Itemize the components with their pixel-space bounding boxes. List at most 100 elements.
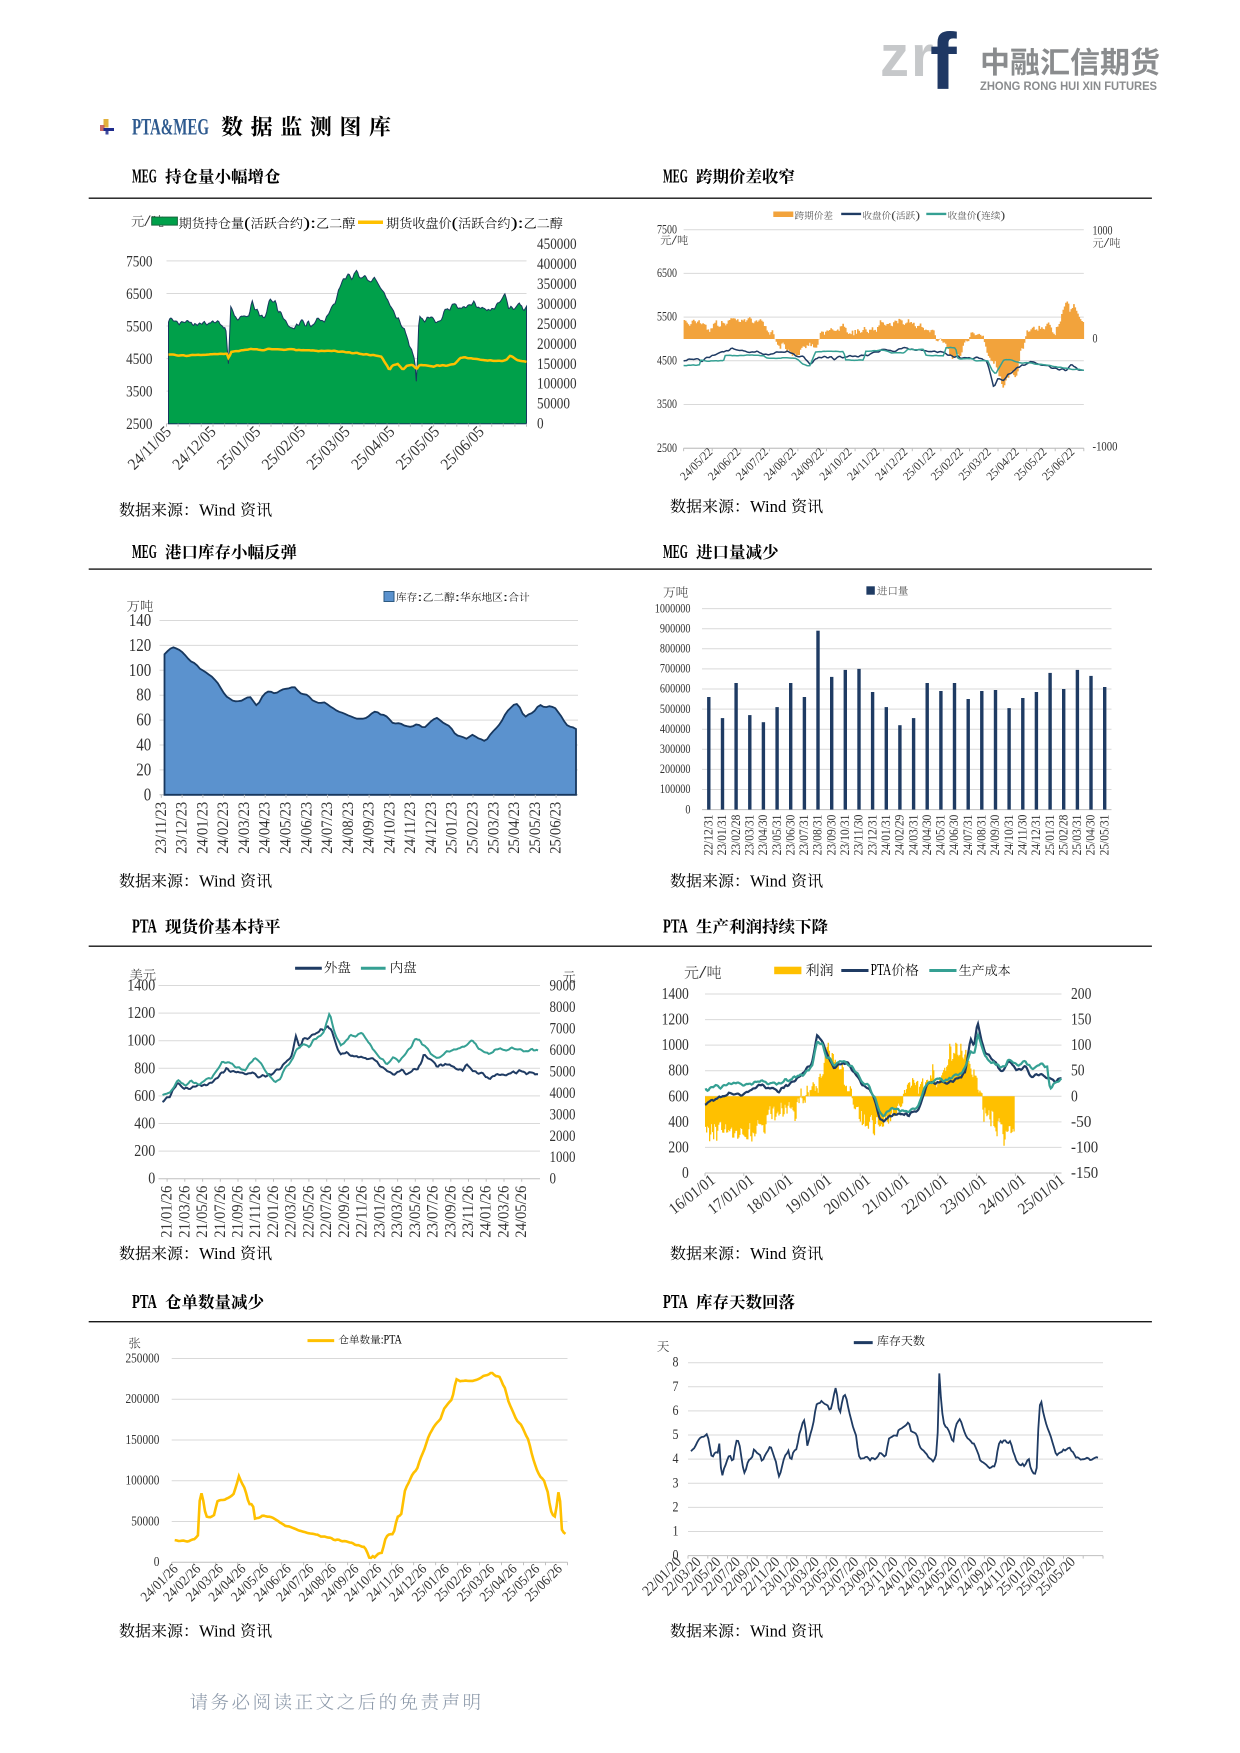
- svg-text:23/04/30: 23/04/30: [756, 815, 770, 856]
- svg-text:23/12/31: 23/12/31: [865, 815, 879, 856]
- svg-text:Wind: Wind: [750, 497, 787, 516]
- svg-text:(: (: [452, 215, 459, 232]
- svg-text:-100: -100: [1071, 1137, 1098, 1156]
- svg-text:Wind: Wind: [750, 872, 787, 891]
- svg-text:200: 200: [668, 1137, 688, 1156]
- svg-text:9000: 9000: [550, 978, 576, 995]
- svg-text:0: 0: [673, 1548, 679, 1564]
- svg-text:PTA&MEG: PTA&MEG: [132, 115, 209, 141]
- svg-text:50000: 50000: [537, 396, 570, 413]
- svg-text:6: 6: [673, 1403, 679, 1419]
- svg-text:23/07/26: 23/07/26: [425, 1186, 442, 1238]
- svg-text:120: 120: [129, 635, 152, 655]
- svg-text:8000: 8000: [550, 999, 576, 1016]
- svg-text:200: 200: [1071, 984, 1091, 1003]
- svg-text:23/02/28: 23/02/28: [729, 815, 743, 856]
- svg-text:/: /: [699, 962, 708, 982]
- svg-text:24/09/30: 24/09/30: [988, 815, 1002, 856]
- svg-text:MEG: MEG: [663, 166, 688, 188]
- svg-text:21/03/26: 21/03/26: [176, 1186, 193, 1238]
- svg-text:50: 50: [1071, 1061, 1085, 1080]
- svg-text:25/03/23: 25/03/23: [485, 802, 502, 854]
- svg-text:300000: 300000: [660, 742, 691, 756]
- svg-text:21/05/26: 21/05/26: [194, 1186, 211, 1238]
- svg-text:25/02/28: 25/02/28: [1056, 815, 1070, 856]
- svg-text:600: 600: [668, 1086, 688, 1105]
- svg-text:1000: 1000: [550, 1149, 576, 1166]
- svg-text:):: ):: [511, 215, 524, 232]
- svg-text:900000: 900000: [660, 621, 691, 635]
- svg-text:23/03/26: 23/03/26: [389, 1186, 406, 1238]
- svg-text:1: 1: [673, 1524, 679, 1540]
- svg-text:0: 0: [1093, 332, 1098, 346]
- svg-text:-150: -150: [1071, 1163, 1098, 1182]
- svg-text:7: 7: [673, 1379, 679, 1395]
- svg-text:24/09/23: 24/09/23: [361, 802, 378, 854]
- svg-text:24/11/30: 24/11/30: [1016, 815, 1030, 856]
- svg-text:-1000: -1000: [1093, 440, 1118, 454]
- svg-text:24/02/29: 24/02/29: [893, 815, 907, 856]
- svg-text:0: 0: [1071, 1086, 1078, 1105]
- svg-text::PTA: :PTA: [381, 1332, 403, 1347]
- svg-text:2000: 2000: [550, 1128, 576, 1145]
- svg-text:23/09/26: 23/09/26: [442, 1186, 459, 1238]
- svg-text:7000: 7000: [550, 1020, 576, 1037]
- svg-text:140: 140: [129, 610, 152, 630]
- svg-text:25/06/23: 25/06/23: [548, 802, 565, 854]
- svg-text:400000: 400000: [660, 722, 691, 736]
- svg-text:/: /: [671, 232, 677, 247]
- svg-text:6500: 6500: [657, 266, 677, 280]
- svg-text:24/07/23: 24/07/23: [319, 802, 336, 854]
- svg-text:23/01/31: 23/01/31: [715, 815, 729, 856]
- svg-text:150000: 150000: [126, 1432, 160, 1447]
- svg-text:PTA: PTA: [663, 916, 688, 938]
- svg-text:ZHONG RONG HUI XIN FUTURES: ZHONG RONG HUI XIN FUTURES: [980, 79, 1157, 93]
- svg-text:600: 600: [134, 1086, 155, 1105]
- svg-text:800000: 800000: [660, 642, 691, 656]
- svg-text:700000: 700000: [660, 662, 691, 676]
- svg-text:1400: 1400: [127, 976, 155, 995]
- svg-text:): ): [915, 209, 920, 222]
- svg-text:23/11/23: 23/11/23: [153, 802, 170, 854]
- svg-text:23/10/31: 23/10/31: [838, 815, 852, 856]
- svg-text:24/03/23: 24/03/23: [236, 802, 253, 854]
- svg-text:24/04/23: 24/04/23: [257, 802, 274, 854]
- svg-text:3500: 3500: [657, 397, 677, 411]
- svg-text:23/05/31: 23/05/31: [770, 815, 784, 856]
- svg-text:24/07/31: 24/07/31: [961, 815, 975, 856]
- svg-text:6000: 6000: [550, 1042, 576, 1059]
- svg-text:25/02/23: 25/02/23: [465, 802, 482, 854]
- svg-text:22/07/26: 22/07/26: [318, 1186, 335, 1238]
- svg-text:7500: 7500: [126, 253, 152, 270]
- svg-text:24/05/26: 24/05/26: [513, 1186, 530, 1238]
- svg-text:23/09/30: 23/09/30: [824, 815, 838, 856]
- svg-text:400: 400: [668, 1112, 688, 1131]
- svg-text:21/11/26: 21/11/26: [247, 1186, 264, 1238]
- svg-text:6500: 6500: [126, 286, 152, 303]
- svg-text:23/11/26: 23/11/26: [460, 1186, 477, 1238]
- svg-text:1400: 1400: [662, 984, 689, 1003]
- svg-text:25/04/23: 25/04/23: [506, 802, 523, 854]
- svg-text:250000: 250000: [537, 316, 577, 333]
- svg-text:24/04/30: 24/04/30: [920, 815, 934, 856]
- svg-text:23/11/30: 23/11/30: [852, 815, 866, 856]
- svg-text:f: f: [930, 17, 957, 106]
- svg-text:25/05/23: 25/05/23: [527, 802, 544, 854]
- svg-text:/: /: [144, 213, 151, 230]
- svg-text:0: 0: [685, 802, 690, 816]
- svg-text:zr: zr: [880, 24, 936, 89]
- svg-text:21/07/26: 21/07/26: [212, 1186, 229, 1238]
- svg-text:350000: 350000: [537, 276, 577, 293]
- svg-text:300000: 300000: [537, 296, 577, 313]
- svg-text:24/08/23: 24/08/23: [340, 802, 357, 854]
- svg-text:8: 8: [673, 1355, 679, 1371]
- svg-text:24/03/26: 24/03/26: [496, 1186, 513, 1238]
- svg-text:24/11/23: 24/11/23: [402, 802, 419, 854]
- svg-text:PTA: PTA: [132, 916, 157, 938]
- svg-text:200000: 200000: [537, 336, 577, 353]
- svg-text:22/01/26: 22/01/26: [265, 1186, 282, 1238]
- svg-text:4: 4: [673, 1451, 680, 1467]
- svg-text:21/09/26: 21/09/26: [230, 1186, 247, 1238]
- svg-text:22/09/26: 22/09/26: [336, 1186, 353, 1238]
- svg-text:MEG: MEG: [663, 541, 688, 563]
